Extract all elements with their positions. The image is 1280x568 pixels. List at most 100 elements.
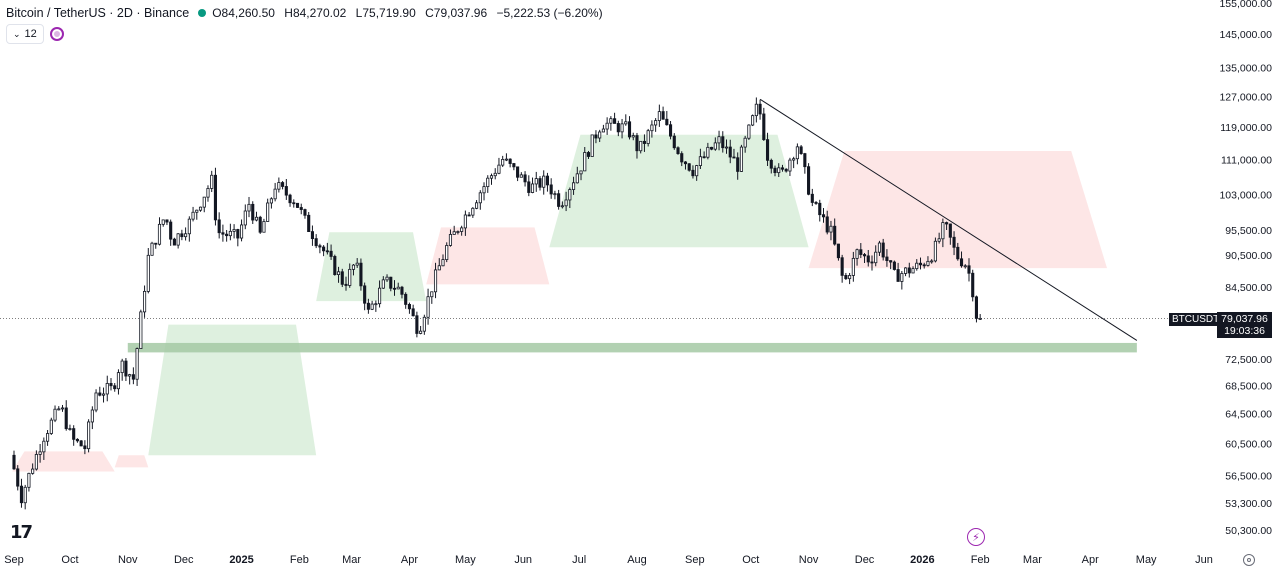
candle	[825, 210, 829, 235]
candle	[404, 292, 408, 309]
time-tick-label: Nov	[118, 554, 138, 566]
candle	[206, 185, 210, 202]
time-tick-label: 2025	[229, 554, 253, 566]
time-axis[interactable]: Sep Oct Nov Dec 2025 Feb Mar Apr May Jun Jul Aug Sep…	[4, 554, 1213, 566]
candle	[333, 254, 337, 276]
candle	[187, 216, 191, 242]
cloud-segment-bearish	[808, 150, 1108, 269]
candle	[930, 259, 934, 264]
candle	[519, 172, 523, 178]
cloud-segment-bearish	[114, 455, 149, 468]
time-tick-label: Mar	[1023, 554, 1042, 566]
cloud-segment-bullish	[549, 134, 809, 248]
candle	[758, 99, 762, 120]
candle	[295, 202, 300, 209]
indicators-toggle-button[interactable]: ⌄ 12	[6, 24, 44, 44]
candle	[478, 190, 482, 210]
candle	[668, 121, 673, 140]
candle	[467, 212, 471, 217]
price-tick-label: 111,000.00	[1221, 154, 1272, 166]
candle	[489, 173, 494, 185]
gear-icon[interactable]	[1243, 554, 1255, 566]
time-tick-label: Oct	[61, 554, 78, 566]
candle	[613, 112, 617, 124]
candle	[396, 282, 400, 290]
candle	[907, 262, 911, 278]
candle	[228, 223, 232, 241]
symbol-legend: Bitcoin / TetherUS · 2D · Binance O84,26…	[6, 4, 603, 22]
candle	[288, 193, 292, 207]
candle	[385, 274, 389, 282]
candle	[851, 251, 855, 282]
price-axis[interactable]: 50,300.00 53,300.00 56,500.00 60,500.00 64,5…	[1219, 0, 1272, 537]
candle	[724, 139, 729, 154]
candle	[131, 367, 135, 385]
candle	[710, 146, 714, 151]
candle	[72, 425, 76, 446]
time-tick-label: May	[1136, 554, 1157, 566]
candle	[378, 280, 382, 308]
candle	[974, 295, 979, 323]
price-tick-label: 53,300.00	[1225, 498, 1272, 510]
candle	[971, 269, 975, 302]
sync-icon[interactable]	[49, 27, 64, 41]
candle	[407, 302, 411, 314]
candle	[657, 104, 661, 127]
candle	[184, 227, 188, 241]
candle	[46, 430, 50, 446]
candle	[430, 291, 434, 304]
candle	[374, 300, 378, 312]
time-tick-label: Feb	[971, 554, 990, 566]
candle	[325, 242, 329, 255]
candle	[538, 176, 542, 191]
candle	[284, 178, 288, 200]
ichimoku-cloud	[12, 134, 1108, 472]
candle	[38, 443, 42, 463]
symbol-price-label: BTCUSDT	[1169, 313, 1223, 326]
candle	[150, 241, 154, 256]
candle	[370, 300, 374, 311]
candle	[545, 172, 550, 192]
candle	[564, 191, 568, 212]
candle	[754, 97, 758, 123]
candle	[885, 249, 889, 267]
candle	[351, 264, 356, 276]
candle	[978, 314, 982, 320]
candle	[609, 116, 613, 131]
candle	[497, 157, 501, 175]
last-price-value: 79,037.96	[1221, 313, 1268, 325]
price-tick-label: 135,000.00	[1219, 63, 1272, 75]
open-value: 84,260.50	[221, 6, 275, 20]
candle	[213, 167, 217, 226]
tradingview-logo-icon[interactable]: 17	[10, 522, 33, 543]
candle	[877, 240, 882, 256]
candle	[751, 114, 755, 127]
candle	[157, 217, 162, 246]
candle	[516, 166, 520, 182]
candle	[273, 182, 277, 202]
candle	[743, 135, 747, 153]
candle	[493, 168, 497, 180]
lightning-icon[interactable]: ⚡	[967, 528, 985, 546]
candle	[549, 178, 553, 199]
price-tick-label: 145,000.00	[1219, 29, 1272, 41]
candle	[79, 440, 83, 447]
time-tick-label: Jun	[514, 554, 532, 566]
candle	[415, 311, 419, 338]
candle	[572, 176, 576, 195]
trendline-layer[interactable]	[759, 98, 1138, 341]
price-tick-label: 84,500.00	[1225, 282, 1272, 294]
candle	[336, 266, 341, 283]
candle	[956, 242, 960, 261]
candle	[463, 210, 467, 236]
symbol-title[interactable]: Bitcoin / TetherUS · 2D · Binance	[6, 6, 190, 20]
candle	[874, 245, 878, 267]
candle	[848, 272, 852, 285]
candle	[124, 358, 128, 382]
candle	[721, 131, 725, 153]
chevron-down-icon: ⌄	[13, 28, 21, 39]
candle	[154, 242, 158, 249]
candle	[728, 139, 732, 164]
candle	[49, 417, 53, 435]
